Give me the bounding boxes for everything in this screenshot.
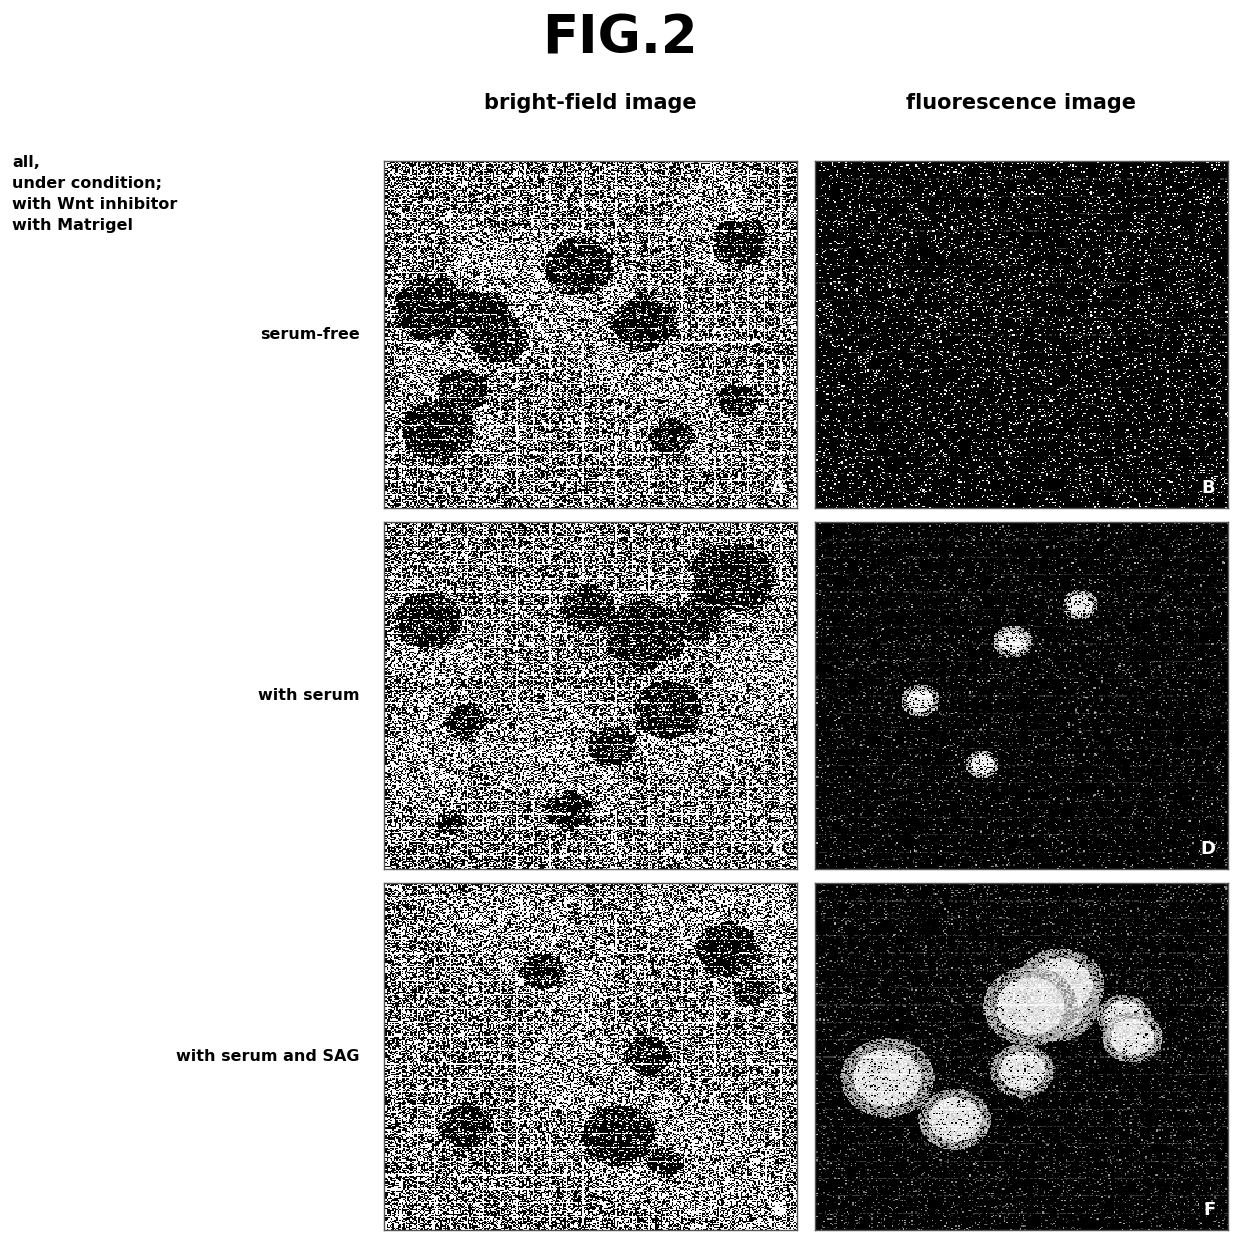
Text: E: E xyxy=(773,1201,785,1220)
Text: C: C xyxy=(771,840,785,858)
Text: fluorescence image: fluorescence image xyxy=(906,93,1136,113)
Text: F: F xyxy=(1203,1201,1215,1220)
Text: D: D xyxy=(1200,840,1215,858)
Text: with serum: with serum xyxy=(258,688,360,703)
Text: B: B xyxy=(1202,479,1215,497)
Text: with serum and SAG: with serum and SAG xyxy=(176,1049,360,1064)
Text: serum-free: serum-free xyxy=(260,327,360,342)
Text: all,
under condition;
with Wnt inhibitor
with Matrigel: all, under condition; with Wnt inhibitor… xyxy=(12,155,177,233)
Text: FIG.2: FIG.2 xyxy=(542,12,698,65)
Text: A: A xyxy=(770,479,785,497)
Text: bright-field image: bright-field image xyxy=(485,93,697,113)
